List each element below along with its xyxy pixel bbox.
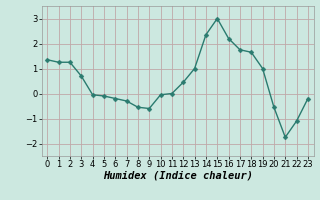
X-axis label: Humidex (Indice chaleur): Humidex (Indice chaleur) bbox=[103, 171, 252, 181]
